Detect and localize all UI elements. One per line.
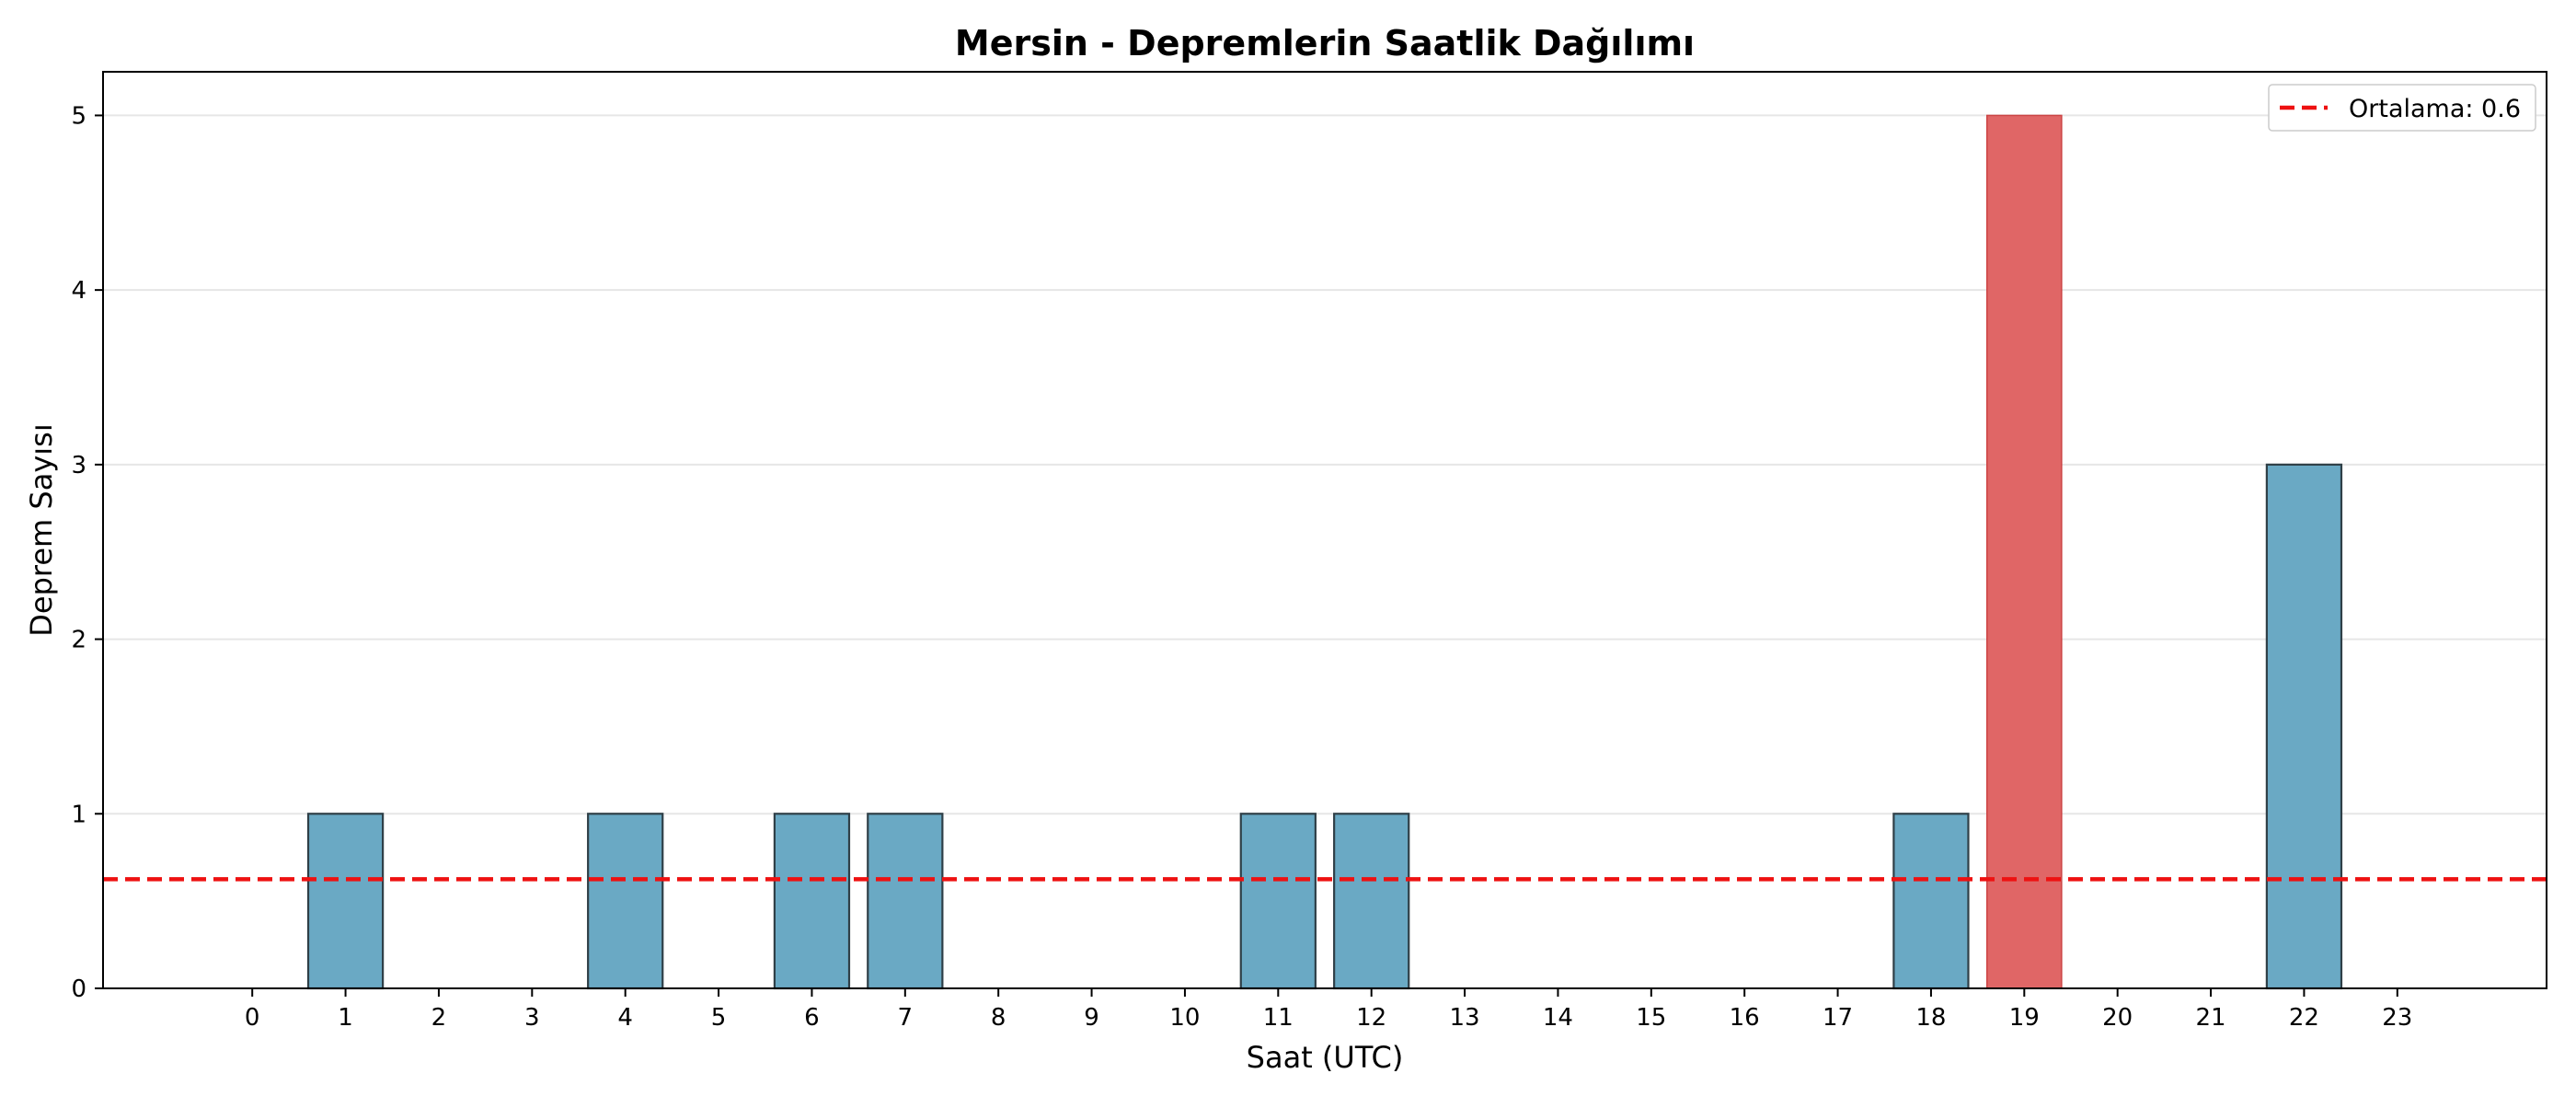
plot-frame <box>102 71 2547 989</box>
x-tick-label: 2 <box>431 1004 447 1032</box>
bar-hour-18 <box>1892 813 1970 990</box>
bar-hour-6 <box>773 813 851 990</box>
grid-layer <box>103 114 2547 815</box>
y-tick-label: 3 <box>71 452 86 479</box>
y-axis-label: Deprem Sayısı <box>24 423 59 636</box>
chart-title: Mersin - Depremlerin Saatlik Dağılımı <box>955 23 1695 63</box>
x-tick-label: 12 <box>1356 1004 1386 1032</box>
x-tick-label: 16 <box>1730 1004 1760 1032</box>
bar-hour-19 <box>1986 114 2063 989</box>
x-tick-label: 7 <box>898 1004 914 1032</box>
x-tick-label: 23 <box>2382 1004 2412 1032</box>
x-tick-label: 9 <box>1084 1004 1099 1032</box>
x-tick-label: 14 <box>1543 1004 1573 1032</box>
y-axis-ticks: 0 1 2 3 4 5 <box>71 102 103 1003</box>
x-tick-label: 18 <box>1915 1004 1946 1032</box>
x-axis-label: Saat (UTC) <box>1247 1040 1404 1075</box>
x-tick-label: 0 <box>245 1004 260 1032</box>
y-tick-label: 5 <box>71 102 86 130</box>
x-tick-label: 21 <box>2196 1004 2226 1032</box>
bar-hour-11 <box>1239 813 1317 990</box>
x-tick-label: 4 <box>617 1004 633 1032</box>
y-tick-label: 0 <box>71 975 86 1003</box>
bar-hour-4 <box>587 813 664 990</box>
bar-hour-22 <box>2265 463 2343 990</box>
x-tick-label: 10 <box>1169 1004 1200 1032</box>
legend: Ortalama: 0.6 <box>2268 84 2536 132</box>
legend-box <box>2268 84 2536 132</box>
x-tick-label: 17 <box>1823 1004 1853 1032</box>
x-tick-label: 3 <box>524 1004 540 1032</box>
x-tick-label: 15 <box>1636 1004 1666 1032</box>
x-axis-ticks: 0 1 2 3 4 5 6 7 8 9 10 11 12 13 14 15 16 17 18 19 20 21 22 23 <box>245 988 2412 1032</box>
x-tick-label: 19 <box>2009 1004 2040 1032</box>
x-tick-label: 20 <box>2102 1004 2133 1032</box>
x-tick-label: 5 <box>711 1004 727 1032</box>
x-tick-label: 6 <box>804 1004 820 1032</box>
legend-mean-label: Ortalama: 0.6 <box>2349 95 2521 123</box>
y-tick-label: 4 <box>71 277 86 305</box>
y-tick-label: 2 <box>71 627 86 654</box>
bar-hour-7 <box>867 813 944 990</box>
x-tick-label: 8 <box>991 1004 1006 1032</box>
x-tick-label: 22 <box>2289 1004 2319 1032</box>
bar-hour-12 <box>1333 813 1410 990</box>
x-tick-label: 1 <box>338 1004 353 1032</box>
x-tick-label: 11 <box>1263 1004 1294 1032</box>
x-tick-label: 13 <box>1450 1004 1480 1032</box>
bars-layer <box>306 114 2343 990</box>
bar-hour-1 <box>306 813 385 990</box>
y-tick-label: 1 <box>71 801 86 828</box>
